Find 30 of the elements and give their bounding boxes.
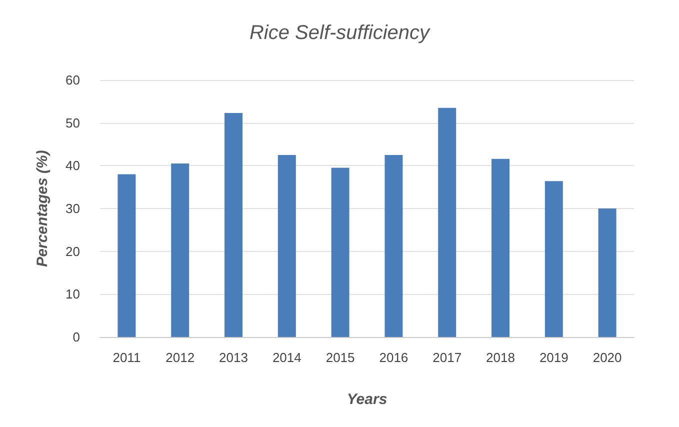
y-tick-label: 20: [66, 244, 80, 259]
bar: [224, 112, 242, 337]
y-tick-label: 50: [66, 115, 80, 130]
x-tick-label: 2013: [219, 350, 248, 365]
x-tick-label: 2018: [486, 350, 515, 365]
bar: [544, 181, 563, 337]
bar: [278, 154, 296, 337]
x-tick-label: 2012: [166, 350, 195, 365]
y-tick-label: 10: [66, 286, 80, 302]
y-tick-label: 60: [66, 72, 80, 88]
bar: [492, 158, 510, 337]
x-tick-label: 2016: [379, 350, 408, 365]
x-axis-title: Years: [346, 391, 388, 408]
x-tick-label: 2020: [592, 350, 622, 365]
x-tick-label: 2017: [432, 350, 462, 365]
x-tick-label: 2011: [112, 350, 141, 365]
y-tick-label: 0: [72, 330, 80, 344]
x-tick-label: 2014: [272, 350, 302, 365]
bar: [118, 174, 136, 337]
chart-title: Rice Self-sufficiency: [249, 22, 431, 44]
bar: [438, 108, 456, 337]
bar: [331, 168, 350, 337]
x-tick-label: 2015: [326, 350, 355, 365]
bar: [171, 164, 190, 337]
y-axis-title: Percentages (%): [34, 150, 51, 267]
y-tick-label: 40: [66, 158, 80, 174]
bar: [598, 208, 616, 337]
y-tick-label: 30: [66, 201, 80, 216]
x-tick-label: 2019: [539, 350, 568, 365]
bar: [384, 154, 403, 337]
